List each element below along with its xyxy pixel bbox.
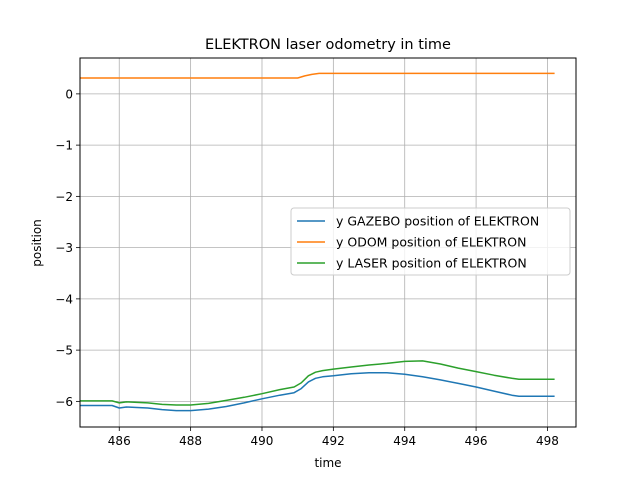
series-line-2 [80, 72, 555, 79]
legend-label: y LASER position of ELEKTRON [336, 256, 527, 271]
y-tick-label: −4 [55, 292, 73, 306]
legend-box [290, 207, 571, 276]
x-tick-label: 486 [108, 434, 131, 448]
y-tick-label: −5 [55, 344, 73, 358]
legend: y GAZEBO position of ELEKTRON y ODOM posi… [290, 207, 571, 276]
x-axis-label: time [314, 456, 341, 470]
y-tick-label: −2 [55, 190, 73, 204]
y-axis-label: position [30, 219, 44, 267]
y-tick-label: −1 [55, 139, 73, 153]
x-tick-label: 488 [179, 434, 202, 448]
x-tick-label: 490 [251, 434, 274, 448]
plot-frame [79, 57, 577, 428]
legend-label: y GAZEBO position of ELEKTRON [336, 214, 539, 229]
x-tick-label: 492 [322, 434, 345, 448]
chart-title: ELEKTRON laser odometry in time [205, 37, 451, 53]
x-tick-label: 496 [465, 434, 488, 448]
series-line-3 [80, 360, 555, 406]
y-tick-label: −6 [55, 395, 73, 409]
series-lines [80, 72, 555, 412]
y-axis-ticks: 0 −1 −2 −3 −4 −5 −6 [55, 87, 80, 409]
x-tick-label: 498 [536, 434, 559, 448]
x-tick-label: 494 [393, 434, 416, 448]
x-axis-ticks: 486 488 490 492 494 496 498 [108, 427, 559, 448]
y-tick-label: 0 [65, 87, 73, 101]
legend-label: y ODOM position of ELEKTRON [336, 235, 526, 250]
series-line-1 [80, 371, 555, 412]
y-tick-label: −3 [55, 241, 73, 255]
